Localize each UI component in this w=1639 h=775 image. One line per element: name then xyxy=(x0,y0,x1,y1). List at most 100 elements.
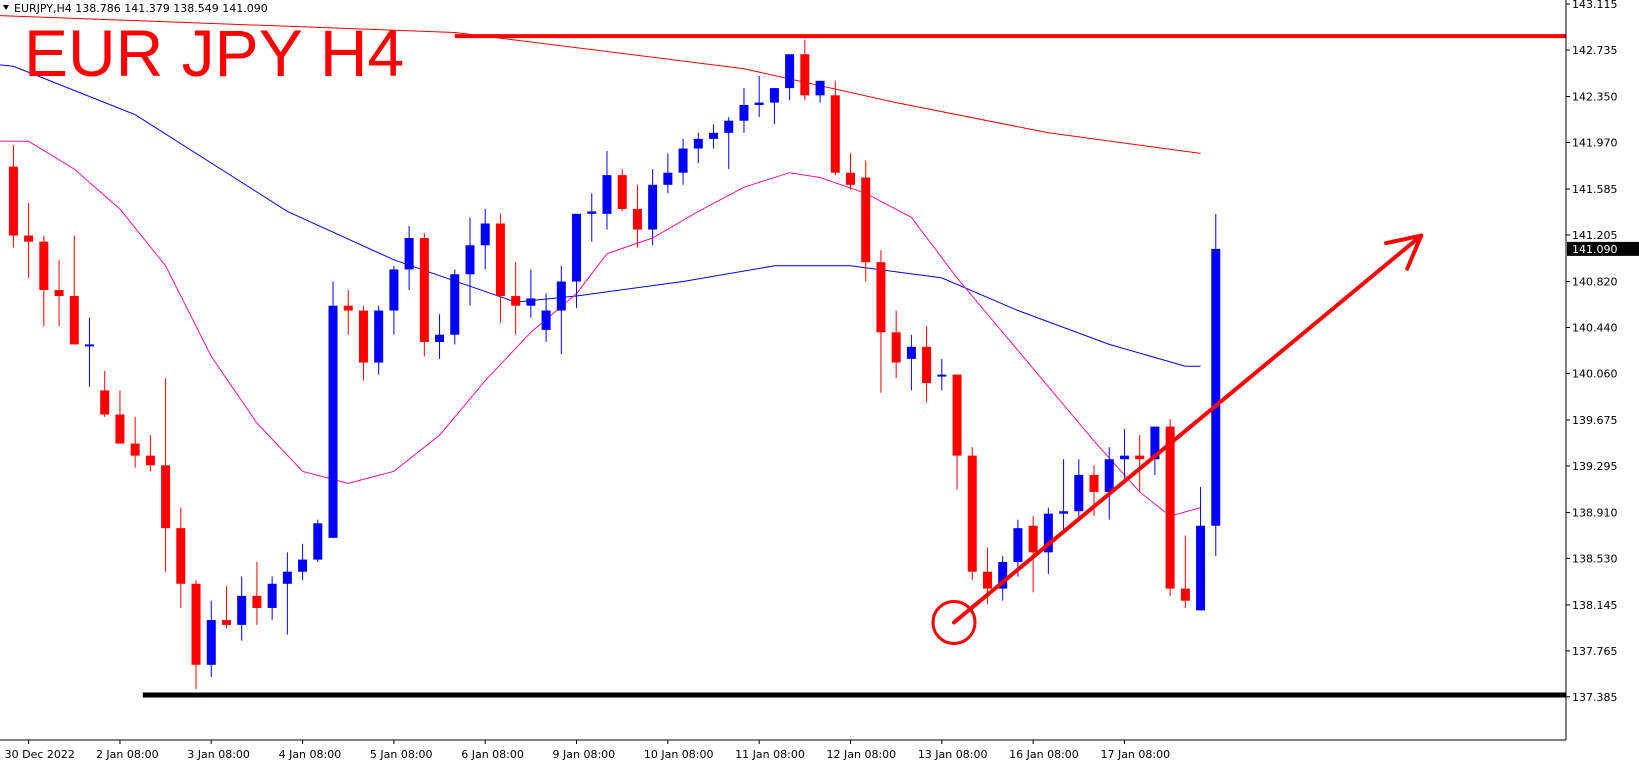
candle-body xyxy=(419,237,429,342)
candle xyxy=(678,138,688,185)
price-tick-label: 141.205 xyxy=(1572,229,1618,242)
time-tick-label: 13 Jan 08:00 xyxy=(918,748,988,761)
current-price-label: 141.090 xyxy=(1572,243,1618,256)
candle-body xyxy=(800,54,810,96)
candle-body xyxy=(982,571,992,589)
candle-body xyxy=(906,346,916,359)
candle-body xyxy=(115,414,125,444)
candle xyxy=(1196,487,1206,611)
time-tick-label: 5 Jan 08:00 xyxy=(370,748,433,761)
candle-body xyxy=(24,235,34,242)
candle-body xyxy=(526,298,536,306)
dropdown-triangle-icon[interactable] xyxy=(3,5,9,10)
candle-body xyxy=(815,80,825,96)
candle xyxy=(1119,429,1129,480)
candle xyxy=(846,153,855,190)
candle-body xyxy=(404,237,414,270)
candle-body xyxy=(374,310,384,363)
candle-body xyxy=(876,262,886,333)
candle-body xyxy=(998,562,1008,589)
candle-body xyxy=(298,559,308,572)
candle-body xyxy=(237,595,247,625)
candle xyxy=(1135,435,1145,492)
candle-body xyxy=(161,465,171,529)
swing-low-circle xyxy=(931,599,977,645)
candle-body xyxy=(556,281,566,311)
candle-body xyxy=(967,455,977,572)
candle-body xyxy=(830,95,840,173)
candle-body xyxy=(602,175,612,214)
chart-title: EUR JPY H4 xyxy=(24,16,404,90)
candle xyxy=(922,326,932,403)
time-tick-label: 17 Jan 08:00 xyxy=(1100,748,1170,761)
candle-body xyxy=(358,310,368,363)
candle-body xyxy=(328,305,338,538)
trend-arrow-line xyxy=(951,233,1424,625)
candle-body xyxy=(54,289,64,297)
price-tick-label: 142.735 xyxy=(1572,44,1618,57)
candle xyxy=(419,233,429,357)
candle-body xyxy=(343,305,353,311)
candle xyxy=(115,390,125,444)
candle xyxy=(161,378,171,572)
candle xyxy=(1104,447,1114,520)
candle xyxy=(100,370,110,417)
price-tick-label: 140.440 xyxy=(1572,321,1618,334)
candle-body xyxy=(282,571,292,584)
candle xyxy=(1165,419,1175,596)
candle xyxy=(693,132,703,164)
candle-body xyxy=(206,620,216,665)
candle-body xyxy=(100,390,110,415)
time-tick-label: 2 Jan 08:00 xyxy=(96,748,159,761)
candle-body xyxy=(678,148,688,173)
candle-body xyxy=(480,223,490,246)
candle xyxy=(130,416,140,468)
candle-body xyxy=(69,296,79,345)
candle xyxy=(632,184,642,248)
candle xyxy=(450,269,460,345)
candle xyxy=(1028,516,1038,593)
candle-body xyxy=(1135,455,1145,460)
time-tick-label: 3 Jan 08:00 xyxy=(187,748,250,761)
price-tick-label: 138.530 xyxy=(1572,552,1618,565)
candle xyxy=(221,586,231,629)
candle xyxy=(526,269,536,318)
candle-body xyxy=(435,334,445,342)
candle-body xyxy=(1013,528,1023,563)
moving-average-line-2 xyxy=(0,64,1201,367)
candle-body xyxy=(511,296,521,306)
candle xyxy=(709,124,719,149)
price-tick-label: 139.675 xyxy=(1572,414,1618,427)
candle-body xyxy=(693,138,703,149)
price-tick-label: 137.765 xyxy=(1572,645,1618,658)
candle xyxy=(435,314,445,359)
candle xyxy=(511,262,521,335)
price-tick-label: 141.970 xyxy=(1572,136,1618,149)
candle xyxy=(1211,213,1221,556)
candle-body xyxy=(1150,426,1160,460)
candle xyxy=(495,213,505,323)
candle xyxy=(85,317,94,387)
current-price-tag xyxy=(1567,241,1639,256)
moving-average-line-3 xyxy=(0,140,1201,517)
candle xyxy=(252,562,262,625)
time-tick-label: 12 Jan 08:00 xyxy=(827,748,897,761)
candle xyxy=(282,552,292,635)
time-tick-label: 9 Jan 08:00 xyxy=(553,748,616,761)
candle-body xyxy=(252,595,262,608)
candlesticks xyxy=(8,39,1221,689)
candle xyxy=(1074,459,1084,520)
time-tick-label: 6 Jan 08:00 xyxy=(461,748,524,761)
candle xyxy=(237,576,247,641)
candle-body xyxy=(769,88,779,103)
candle-body xyxy=(191,583,201,665)
candle-body xyxy=(937,374,947,377)
candle-body xyxy=(541,310,551,330)
candle-body xyxy=(1104,459,1114,492)
candle-body xyxy=(389,269,399,311)
candle xyxy=(267,576,277,621)
candle-body xyxy=(648,184,658,230)
candle xyxy=(206,600,216,677)
